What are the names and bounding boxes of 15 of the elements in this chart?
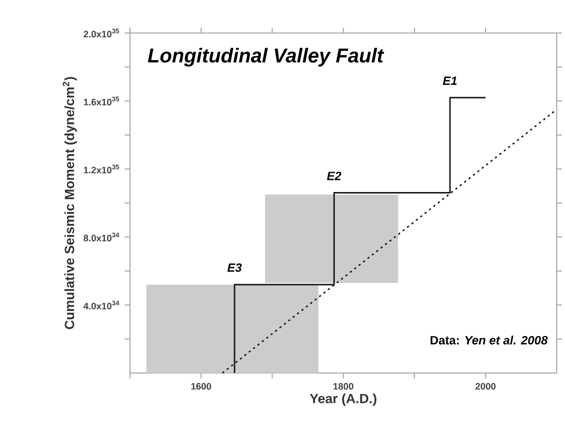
x-axis-title: Year (A.D.) xyxy=(310,393,376,406)
y-axis-title: Cumulative Seismic Moment (dyne/cm$^{2}$) xyxy=(62,76,77,330)
annotation: Data: Yen et al. 2008 xyxy=(430,336,548,344)
annotation: E2 xyxy=(326,172,342,180)
annotation: E1 xyxy=(442,76,457,85)
y-tick-label: 2.0x10$^{35}$ xyxy=(84,28,120,38)
y-tick-label: 1.6x10$^{35}$ xyxy=(84,96,120,106)
y-tick-label: 1.2x10$^{35}$ xyxy=(84,164,120,174)
y-tick-label: 4.0x10$^{34}$ xyxy=(83,300,120,310)
text: Longitudinal Valley Fault xyxy=(148,48,384,67)
y-tick-label: 8.0x10$^{34}$ xyxy=(84,232,120,242)
annotation: E3 xyxy=(227,263,242,272)
x-tick-label: 1800 xyxy=(334,383,354,390)
x-tick-label: 2000 xyxy=(475,383,496,390)
x-tick-label: 1600 xyxy=(191,383,212,390)
